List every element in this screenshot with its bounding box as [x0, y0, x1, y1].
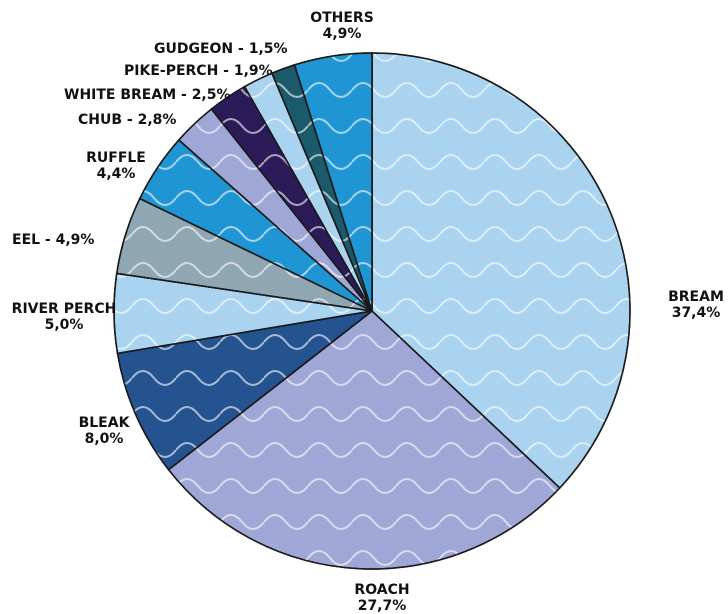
pie-slice-texture-bleak — [116, 310, 373, 471]
pie-label-ruffle: RUFFLE 4,4% — [86, 150, 146, 182]
pie-label-river-perch: RIVER PERCH 5,0% — [12, 301, 117, 333]
pie-label-pike-perch: PIKE-PERCH - 1,9% — [124, 63, 273, 79]
pie-label-gudgeon: GUDGEON - 1,5% — [154, 41, 288, 57]
pie-slice-texture-bream — [371, 52, 631, 490]
pie-label-bleak: BLEAK 8,0% — [79, 415, 131, 447]
pie-slice-texture-roach — [167, 310, 561, 570]
pie-label-chub: CHUB - 2,8% — [78, 112, 176, 128]
pie-label-roach: ROACH 27,7% — [354, 582, 409, 614]
pie-label-others: OTHERS 4,9% — [310, 10, 374, 42]
pie-label-bream: BREAM 37,4% — [668, 289, 724, 321]
pie-label-eel: EEL - 4,9% — [12, 232, 94, 248]
pie-label-white-bream: WHITE BREAM - 2,5% — [64, 87, 231, 103]
pie-slice-texture-others — [293, 52, 373, 312]
